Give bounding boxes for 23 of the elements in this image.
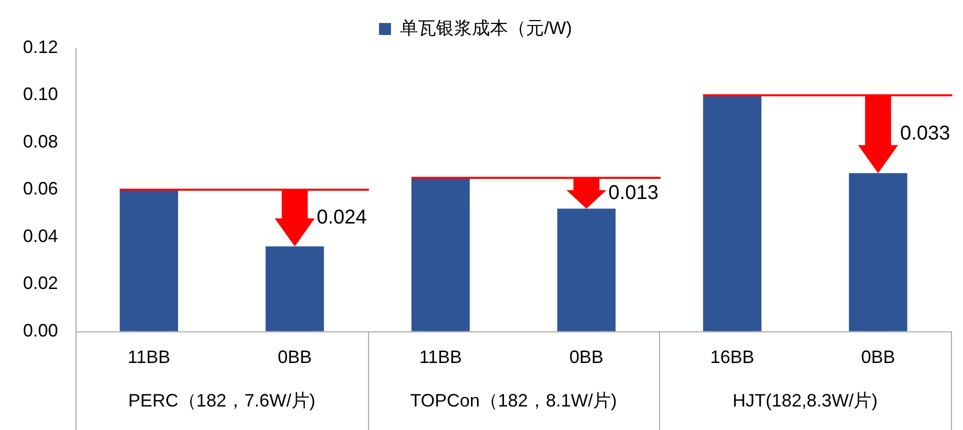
x-tick-label: 0BB [569, 347, 604, 368]
annotation: 0.024 [316, 206, 367, 229]
text: PERC（182，7.6W/片) [128, 390, 316, 410]
x-tick-label: 11BB [128, 347, 170, 368]
y-tick-label: 0.08 [22, 131, 58, 152]
bar [703, 95, 762, 332]
x-tick-label: 16BB [710, 347, 754, 368]
x-tick-label: 0BB [278, 347, 312, 368]
bar [120, 190, 178, 332]
annotation: 0.013 [608, 182, 658, 204]
y-tick-label: 0.00 [22, 320, 58, 340]
y-tick-label: 0.04 [22, 226, 58, 246]
annotation: 0.033 [900, 122, 950, 145]
y-tick-label: 0.12 [22, 36, 58, 57]
bar [411, 178, 470, 332]
x-tick-label: 11BB [419, 347, 462, 368]
text: HJT(182,8.3W/片) [732, 390, 878, 410]
x-tick-label: 0BB [861, 347, 896, 368]
y-tick-label: 0.02 [22, 273, 58, 294]
legend-label: 单瓦银浆成本（元/W) [400, 18, 572, 38]
text: TOPCon（182，8.1W/片) [410, 390, 617, 410]
y-tick-label: 0.10 [22, 84, 58, 104]
y-tick-label: 0.06 [22, 178, 58, 199]
